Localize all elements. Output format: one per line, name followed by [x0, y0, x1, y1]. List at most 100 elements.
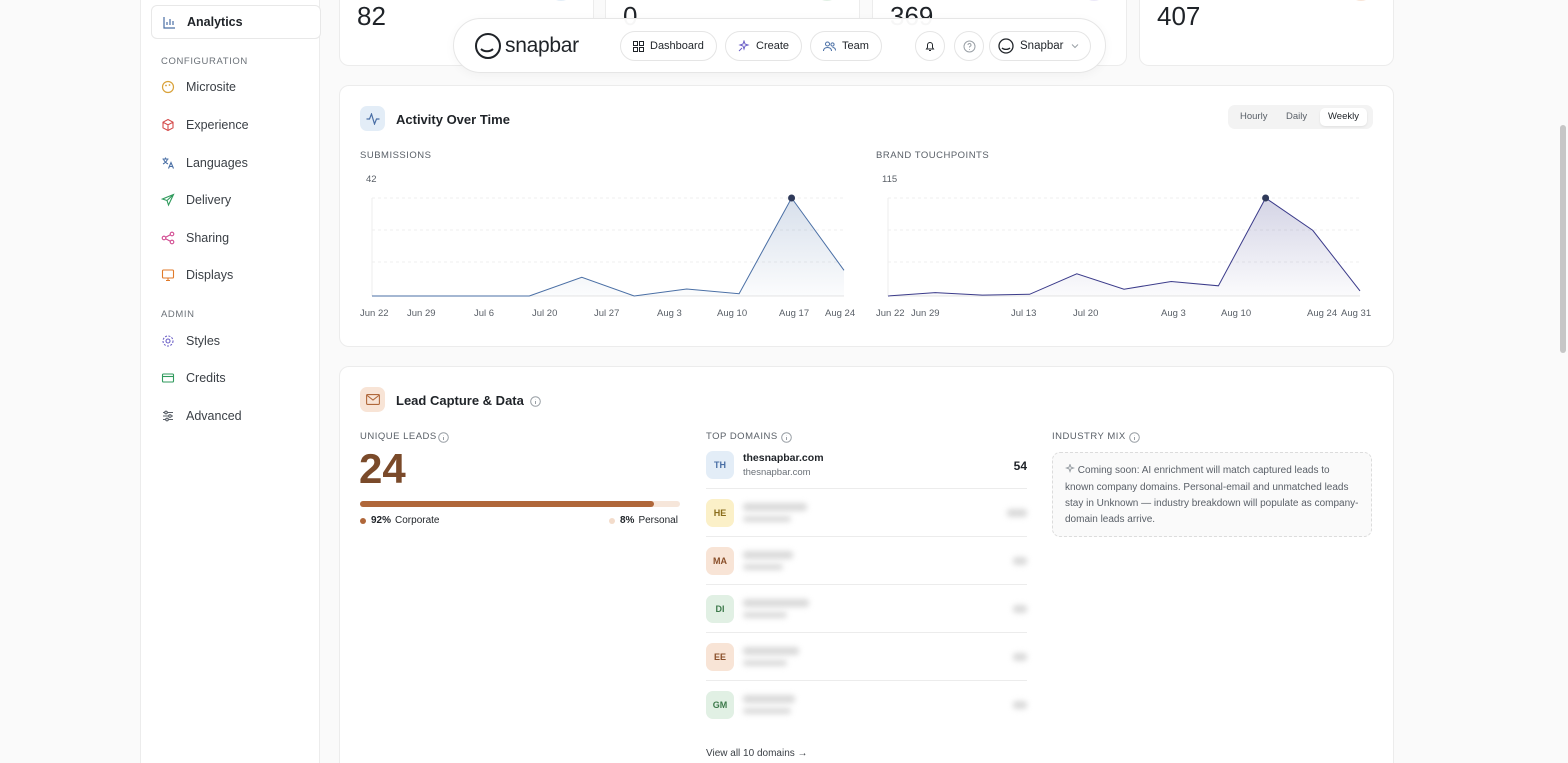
submissions-label: SUBMISSIONS	[360, 150, 432, 161]
logo-text: snapbar	[505, 34, 579, 57]
range-hourly[interactable]: Hourly	[1240, 111, 1268, 122]
activity-title: Activity Over Time	[396, 112, 510, 127]
share-icon	[161, 231, 175, 245]
create-button[interactable]: Create	[725, 31, 803, 61]
peak-point[interactable]	[788, 194, 796, 202]
dashboard-button[interactable]: Dashboard	[620, 31, 717, 61]
industry-note: Coming soon: AI enrichment will match ca…	[1065, 465, 1359, 525]
palette-icon	[161, 80, 175, 94]
unique-leads-value: 24	[359, 445, 406, 492]
blurred-domain	[743, 551, 793, 559]
dashboard-label: Dashboard	[650, 40, 704, 52]
view-all-domains-link[interactable]: View all 10 domains →	[706, 748, 808, 759]
team-button[interactable]: Team	[810, 31, 882, 61]
top-domains-label: TOP DOMAINS	[706, 431, 778, 442]
lead-capture-card	[339, 366, 1394, 763]
range-weekly[interactable]: Weekly	[1320, 108, 1367, 126]
domain-badge: GM	[706, 691, 734, 719]
snapbar-logo[interactable]: snapbar	[474, 32, 579, 60]
sidebar-item-delivery[interactable]: Delivery	[141, 183, 320, 217]
sidebar-item-displays[interactable]: Displays	[141, 258, 320, 292]
personal-dot	[609, 517, 615, 524]
domain-row[interactable]: EE	[706, 633, 1027, 681]
blurred-domain	[743, 599, 809, 607]
industry-coming-soon: Coming soon: AI enrichment will match ca…	[1052, 452, 1372, 537]
chevron-down-icon	[1071, 40, 1079, 52]
cube-icon	[161, 118, 175, 132]
corporate-pct: 92%	[371, 515, 392, 526]
help-icon	[963, 40, 975, 52]
mail-icon	[360, 387, 385, 412]
domain-row[interactable]: GM	[706, 681, 1027, 729]
stat-value: 407	[1157, 1, 1201, 31]
domain-badge: DI	[706, 595, 734, 623]
sidebar-item-label: Credits	[186, 371, 226, 385]
domain-row[interactable]: MA	[706, 537, 1027, 585]
domain-row[interactable]: HE	[706, 489, 1027, 537]
sidebar-item-label: Styles	[186, 334, 221, 348]
sidebar-item-credits[interactable]: Credits	[141, 361, 320, 395]
domain-row[interactable]: DI	[706, 585, 1027, 633]
logo-mark-icon	[475, 33, 501, 59]
personal-pct: 8%	[620, 515, 635, 526]
range-daily[interactable]: Daily	[1286, 111, 1308, 122]
sidebar-item-label: Sharing	[186, 231, 230, 245]
sidebar-item-experience[interactable]: Experience	[141, 108, 320, 142]
x-tick-label: Jun 29	[911, 308, 940, 319]
stat-icon	[1348, 0, 1374, 1]
sidebar-item-label: Microsite	[186, 80, 237, 94]
blurred-domain	[743, 516, 791, 522]
sidebar-item-sharing[interactable]: Sharing	[141, 221, 320, 255]
touchpoints-label: BRAND TOUCHPOINTS	[876, 150, 990, 161]
blurred-domain	[743, 647, 799, 655]
blurred-domain	[743, 708, 791, 714]
blurred-domain	[743, 503, 807, 511]
translate-icon	[161, 156, 175, 170]
blurred-count	[1013, 653, 1027, 661]
info-icon[interactable]	[781, 430, 792, 448]
sidebar-item-label: Displays	[186, 268, 234, 282]
stat-card-4: 407	[1139, 0, 1394, 66]
x-tick-label: Aug 3	[657, 308, 682, 319]
sidebar-item-analytics[interactable]: Analytics	[151, 5, 321, 39]
blurred-domain	[743, 660, 787, 666]
info-icon[interactable]	[1129, 430, 1140, 448]
x-tick-label: Jul 6	[474, 308, 494, 319]
notifications-button[interactable]	[915, 31, 945, 61]
sidebar-item-styles[interactable]: Styles	[141, 324, 320, 358]
x-tick-label: Aug 10	[1221, 308, 1251, 319]
domain-badge: HE	[706, 499, 734, 527]
submissions-chart: 42 Jun 22 Jun 29 Jul 6 Jul 20 Jul 27 Aug 3 Aug …	[360, 174, 855, 319]
help-button[interactable]	[954, 31, 984, 61]
scrollbar-thumb[interactable]	[1560, 125, 1566, 353]
stat-value: 82	[357, 1, 386, 31]
send-icon	[161, 193, 175, 207]
x-tick-label: Aug 31	[1341, 308, 1371, 319]
blurred-count	[1013, 557, 1027, 565]
touchpoints-chart: 115 Jun 22 Jun 29 Jul 13 Jul 20 Aug 3 Aug 10 Au…	[876, 174, 1371, 319]
x-tick-label: Aug 24	[1307, 308, 1337, 319]
series-area	[888, 198, 1360, 296]
account-menu[interactable]: Snapbar	[989, 31, 1091, 61]
sliders-icon	[161, 409, 175, 423]
series-line	[372, 197, 845, 297]
y-tick-label: 42	[366, 174, 377, 185]
domain-count: 54	[1013, 459, 1027, 473]
sidebar-item-label: Analytics	[187, 15, 243, 29]
domain-badge: MA	[706, 547, 734, 575]
domain-row[interactable]: TH thesnapbar.com thesnapbar.com 54	[706, 441, 1027, 489]
info-icon[interactable]	[438, 430, 449, 448]
corporate-dot	[360, 517, 366, 524]
sidebar-item-microsite[interactable]: Microsite	[141, 70, 320, 104]
personal-label: Personal	[638, 515, 678, 526]
activity-card	[339, 85, 1394, 347]
info-icon[interactable]	[530, 394, 541, 412]
bell-icon	[925, 42, 935, 51]
peak-point[interactable]	[1262, 194, 1270, 202]
sidebar-item-advanced[interactable]: Advanced	[141, 399, 320, 433]
sidebar-item-languages[interactable]: Languages	[141, 146, 320, 180]
blurred-count	[1013, 701, 1027, 709]
personal-legend: 8% Personal	[609, 515, 678, 526]
sidebar-item-label: Delivery	[186, 193, 232, 207]
unique-leads-label: UNIQUE LEADS	[360, 431, 437, 442]
